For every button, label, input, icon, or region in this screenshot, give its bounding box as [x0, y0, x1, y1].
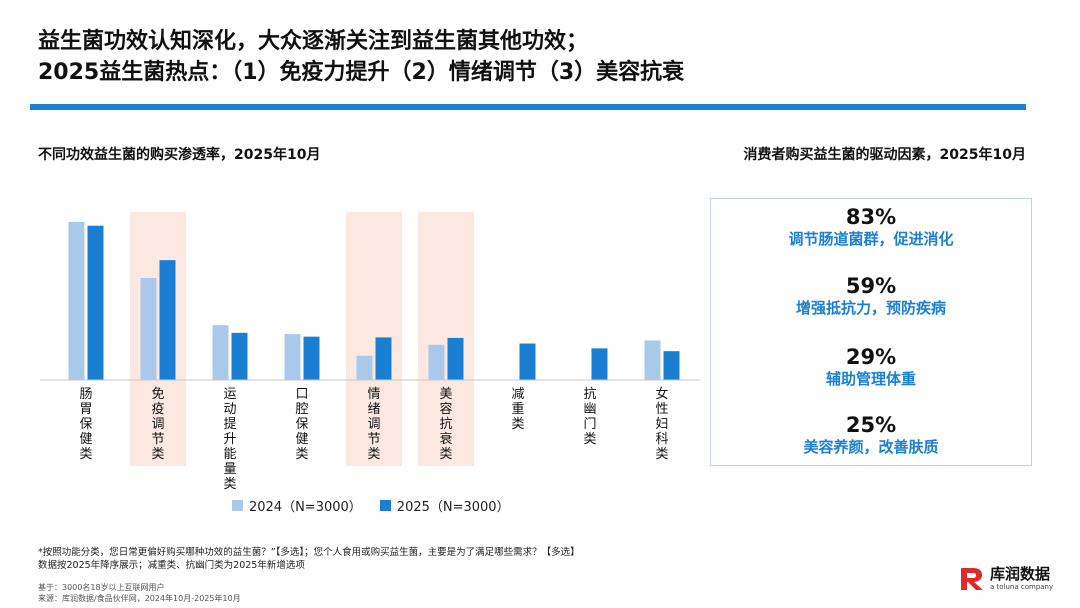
legend-swatch-2025 — [379, 500, 391, 511]
category-label: 免疫调节类 — [151, 387, 164, 462]
brand-logo-icon — [961, 568, 983, 590]
footnote-line2: 数据按2025年降序展示；减重类、抗幽门类为2025年新增选项 — [38, 560, 305, 571]
legend-swatch-2024 — [232, 500, 243, 511]
legend-label-2024: 2024（N=3000） — [249, 500, 362, 515]
driver-percent: 83% — [845, 205, 897, 229]
source-base: 基于：3000名18岁以上互联网用户 — [38, 583, 165, 592]
page-title-line2: 2025益生菌热点：（1）免疫力提升（2）情绪调节（3）美容抗衰 — [38, 60, 685, 85]
category-label: 抗幽门类 — [583, 387, 596, 447]
category-label: 减重类 — [511, 387, 524, 432]
drivers-panel: 83% 调节肠道菌群，促进消化 59% 增强抵抗力，预防疾病 29% 辅助管理体… — [710, 198, 1032, 466]
driver-item: 29% 辅助管理体重 — [711, 345, 1031, 389]
bar-2025 — [159, 260, 176, 380]
driver-item: 83% 调节肠道菌群，促进消化 — [711, 205, 1031, 249]
bar-2024 — [140, 278, 157, 380]
bar-2024 — [68, 221, 85, 380]
bar-2025 — [303, 336, 320, 380]
highlight-band — [346, 212, 402, 466]
page-title-line1: 益生菌功效认知深化，大众逐渐关注到益生菌其他功效； — [38, 29, 589, 54]
driver-label: 调节肠道菌群，促进消化 — [788, 230, 954, 248]
category-label: 肠胃保健类 — [79, 387, 92, 462]
source-source: 来源：库润数据/食品伙伴网，2024年10月-2025年10月 — [38, 594, 241, 603]
footnotes: *按照功能分类，您日常更偏好购买哪种功效的益生菌？”【多选】；您个人食用或购买益… — [38, 546, 580, 572]
penetration-bar-chart: 肠胃保健类 免疫调节类 运动提升能量类 口腔保健类 情绪调节类 美容抗衰类 减重类 抗幽门类 女… — [40, 212, 700, 490]
bar-2024 — [428, 344, 445, 380]
drivers-title: 消费者购买益生菌的驱动因素，2025年10月 — [743, 147, 1026, 163]
footnote-line1: *按照功能分类，您日常更偏好购买哪种功效的益生菌？”【多选】；您个人食用或购买益… — [38, 547, 580, 558]
driver-item: 25% 美容养颜，改善肤质 — [711, 413, 1031, 457]
driver-percent: 29% — [845, 345, 897, 369]
bar-2024 — [284, 334, 301, 380]
bar-2025 — [519, 343, 536, 380]
bar-2025 — [87, 225, 104, 380]
bar-2025 — [663, 351, 680, 380]
category-label: 美容抗衰类 — [439, 387, 452, 462]
title-divider — [30, 104, 1026, 110]
bar-2025 — [231, 332, 248, 380]
driver-label: 辅助管理体重 — [825, 370, 916, 388]
category-label: 运动提升能量类 — [223, 387, 236, 490]
highlight-band — [418, 212, 474, 466]
bar-2024 — [644, 340, 661, 380]
brand-name: 库润数据 — [990, 565, 1051, 583]
driver-label: 增强抵抗力，预防疾病 — [795, 299, 946, 317]
driver-percent: 25% — [845, 413, 897, 437]
driver-percent: 59% — [845, 274, 897, 298]
category-label: 女性妇科类 — [655, 386, 668, 462]
bar-2024 — [356, 355, 373, 380]
legend-item-2024: 2024（N=3000） — [232, 496, 362, 515]
brand-tagline: a toluna company — [990, 583, 1054, 591]
legend-label-2025: 2025（N=3000） — [396, 500, 510, 515]
brand-logo: 库润数据 a toluna company — [958, 566, 1053, 592]
page-title: 益生菌功效认知深化，大众逐渐关注到益生菌其他功效； 2025益生菌热点：（1）免… — [38, 26, 684, 88]
chart-title: 不同功效益生菌的购买渗透率，2025年10月 — [38, 147, 321, 163]
source-notes: 基于：3000名18岁以上互联网用户 来源：库润数据/食品伙伴网，2024年10… — [38, 582, 241, 604]
bar-2025 — [447, 337, 464, 380]
category-label: 情绪调节类 — [367, 387, 380, 462]
bar-2025 — [375, 337, 392, 380]
highlight-band — [130, 212, 186, 466]
chart-legend: 2024（N=3000） 2025（N=3000） — [232, 496, 510, 515]
driver-item: 59% 增强抵抗力，预防疾病 — [711, 274, 1031, 318]
driver-label: 美容养颜，改善肤质 — [803, 438, 939, 456]
category-label: 口腔保健类 — [295, 387, 308, 462]
bar-2025 — [591, 348, 608, 380]
bar-2024 — [212, 325, 229, 380]
legend-item-2025: 2025（N=3000） — [379, 496, 510, 515]
